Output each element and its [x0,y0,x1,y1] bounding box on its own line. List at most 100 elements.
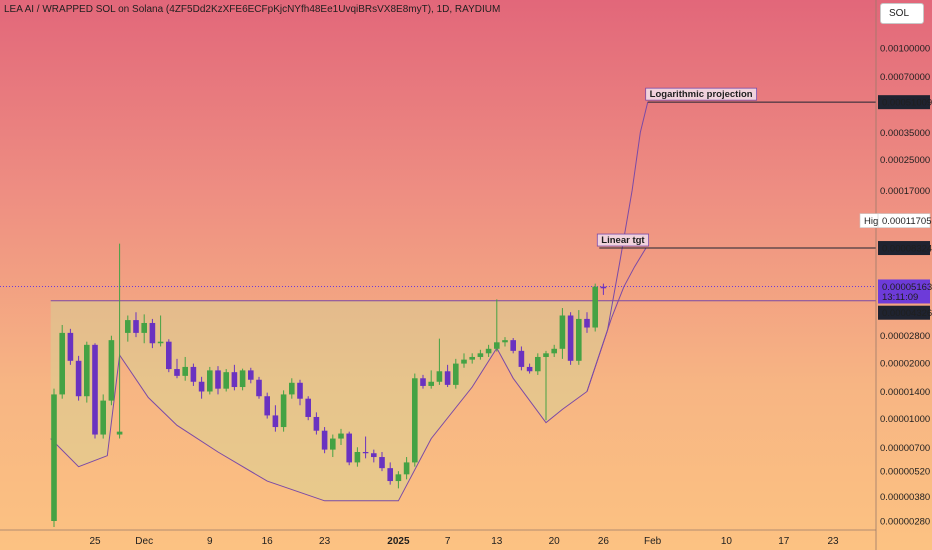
candle[interactable] [51,388,57,527]
candle[interactable] [256,376,262,399]
candle-body [198,381,205,392]
candle[interactable] [84,341,90,403]
candle[interactable] [600,283,607,295]
candle[interactable] [485,344,492,357]
time-tick-label: 2025 [387,536,410,547]
candle[interactable] [231,364,238,391]
candle[interactable] [584,312,590,333]
candle[interactable] [166,339,172,373]
candle[interactable] [576,310,582,365]
candle[interactable] [67,328,74,365]
candle[interactable] [174,358,180,379]
candle[interactable] [133,312,139,338]
candle[interactable] [198,376,205,399]
candle[interactable] [100,394,106,439]
candle[interactable] [215,366,221,395]
candle[interactable] [75,355,82,401]
candle-body [453,363,459,385]
candle[interactable] [387,462,393,485]
candle[interactable] [207,366,213,395]
candle[interactable] [461,353,467,368]
candle[interactable] [518,346,525,371]
candle[interactable] [264,392,270,419]
candle[interactable] [239,368,246,391]
candle[interactable] [453,358,459,389]
log-projection-line[interactable] [586,102,649,392]
cup-and-handle-pattern[interactable] [50,102,876,502]
candle[interactable] [535,353,541,375]
candle[interactable] [313,412,320,435]
candle[interactable] [116,243,123,439]
candle[interactable] [59,324,65,399]
candle[interactable] [477,349,484,360]
candle[interactable] [494,299,500,352]
candle[interactable] [379,452,385,472]
linear-target-callout[interactable]: Linear tgt [596,233,649,247]
candle[interactable] [289,378,295,399]
candle[interactable] [297,379,303,406]
candle[interactable] [526,363,533,374]
candle[interactable] [543,350,549,421]
candle-body [403,462,410,475]
candle[interactable] [223,369,229,392]
time-tick-label: 23 [319,536,331,547]
price-tick-label: 0.00000380 [880,492,930,503]
cup-outline[interactable] [50,317,613,502]
candle[interactable] [428,370,434,389]
candle[interactable] [272,405,279,432]
candle[interactable] [149,318,156,349]
candle[interactable] [182,356,188,381]
candle[interactable] [592,283,598,332]
candle[interactable] [444,364,451,388]
candle-body [67,332,74,361]
candle[interactable] [362,436,369,459]
candle-body [215,370,221,389]
candle[interactable] [248,367,254,384]
price-axis[interactable]: 0.00100000 0.00070000 0.00035000 0.00025000… [875,0,930,550]
candle[interactable] [395,471,402,489]
candle-body [428,381,434,386]
candle[interactable] [92,343,98,439]
candle[interactable] [190,363,197,386]
candle[interactable] [420,374,426,389]
candle[interactable] [510,338,516,354]
candle-body [313,416,320,431]
chart-title: LEA AI / WRAPPED SOL on Solana (4ZF5Dd2K… [4,4,501,15]
candle[interactable] [354,447,361,467]
candle[interactable] [305,396,311,421]
candle[interactable] [321,427,328,454]
candle[interactable] [502,337,508,347]
candle[interactable] [141,314,147,344]
time-tick-label: 13 [491,536,503,547]
candle[interactable] [469,353,475,364]
price-tick-label: 0.00025000 [880,155,930,166]
candle[interactable] [346,431,352,466]
candle-body [412,378,418,463]
high-price-text: 0.00011705 [882,216,932,227]
log-projection-callout[interactable]: Logarithmic projection [645,87,758,101]
linear-projection-line[interactable] [611,247,647,318]
candle[interactable] [403,457,410,480]
candle[interactable] [551,344,557,357]
candle[interactable] [371,449,377,463]
time-axis[interactable]: 25 Dec 9 16 23 2025 7 13 20 26 Feb 10 17 23 [0,529,876,547]
candle[interactable] [412,373,418,467]
candle[interactable] [108,335,115,406]
candle-body [461,359,467,364]
candle-body [174,369,180,376]
current-price-tag [878,279,930,304]
candle[interactable] [280,390,287,432]
candle[interactable] [436,338,443,385]
candle[interactable] [125,315,131,342]
candle[interactable] [330,434,336,458]
candle-body [330,438,336,450]
symbol-button[interactable]: SOL [880,3,924,24]
candle[interactable] [157,315,164,347]
candle[interactable] [338,428,344,446]
candle[interactable] [567,312,574,365]
candle[interactable] [559,308,566,359]
candle-body [149,322,156,344]
time-tick-label: Dec [135,536,153,547]
